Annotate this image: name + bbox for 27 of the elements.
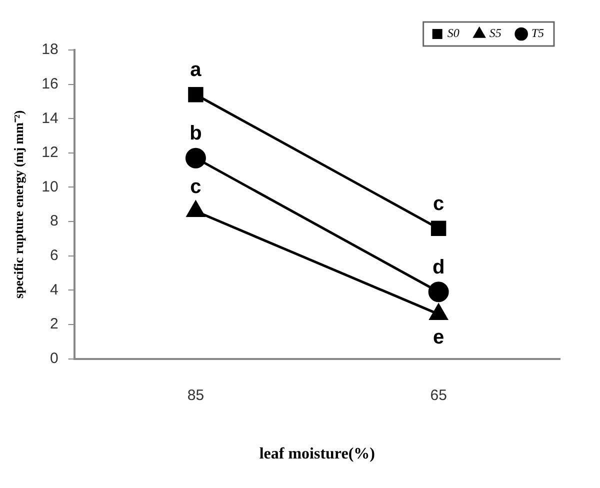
annotation: c bbox=[433, 192, 444, 215]
y-tick-label: 0 bbox=[50, 350, 58, 367]
legend-label: T5 bbox=[531, 26, 544, 40]
point bbox=[428, 282, 449, 302]
y-tick-label: 2 bbox=[50, 316, 58, 333]
annotation: a bbox=[190, 59, 202, 82]
y-tick-label: 18 bbox=[42, 41, 58, 58]
x-tick-label: 85 bbox=[187, 386, 204, 404]
y-axis-title: specific rupture energy (mj mm⁻²) bbox=[11, 110, 26, 298]
y-tick-label: 16 bbox=[42, 75, 58, 92]
y-tick-label: 6 bbox=[50, 247, 58, 264]
point bbox=[430, 220, 446, 236]
x-axis-title: leaf moisture(%) bbox=[259, 446, 375, 463]
annotation: e bbox=[433, 326, 444, 349]
legend-label: S0 bbox=[447, 26, 460, 40]
annotation: b bbox=[190, 122, 202, 145]
y-tick-label: 4 bbox=[50, 281, 58, 298]
point bbox=[188, 86, 204, 102]
y-tick-label: 14 bbox=[42, 110, 58, 127]
point bbox=[185, 148, 206, 168]
x-tick-label: 65 bbox=[430, 386, 447, 404]
y-tick-label: 10 bbox=[42, 178, 58, 196]
y-tick-label: 12 bbox=[42, 144, 58, 162]
y-tick-label: 8 bbox=[50, 212, 58, 230]
legend-label: S5 bbox=[489, 26, 502, 40]
annotation: d bbox=[432, 256, 445, 278]
annotation: c bbox=[190, 176, 202, 198]
